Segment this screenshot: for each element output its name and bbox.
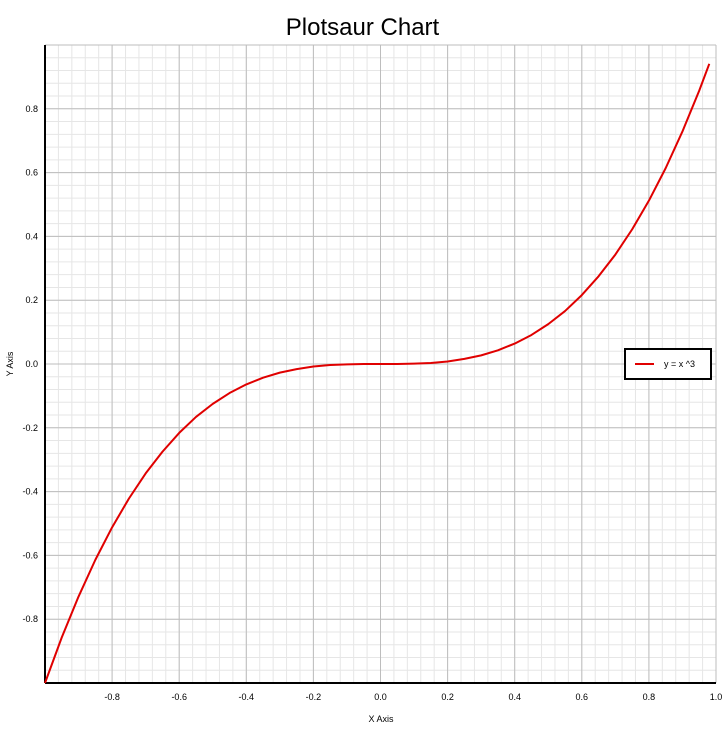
axes xyxy=(44,45,716,684)
y-tick-label: -0.8 xyxy=(22,614,38,624)
y-tick-label: 0.4 xyxy=(25,231,38,241)
x-tick-label: 0.2 xyxy=(441,692,454,702)
x-axis-label: X Axis xyxy=(368,714,394,724)
y-tick-label: -0.6 xyxy=(22,550,38,560)
y-tick-label: 0.2 xyxy=(25,295,38,305)
y-tick-label: 0.6 xyxy=(25,168,38,178)
x-tick-label: 1.0 xyxy=(710,692,723,702)
x-tick-label: -0.8 xyxy=(104,692,120,702)
x-axis-ticks: -0.8 -0.6 -0.4 -0.2 0.0 0.2 0.4 0.6 0.8 1.0 xyxy=(104,692,722,702)
x-tick-label: 0.4 xyxy=(508,692,521,702)
y-tick-label: -0.2 xyxy=(22,423,38,433)
chart-title: Plotsaur Chart xyxy=(285,14,440,41)
series-layer xyxy=(44,63,711,684)
x-tick-label: -0.6 xyxy=(171,692,187,702)
x-tick-label: -0.2 xyxy=(306,692,322,702)
y-axis-label: Y Axis xyxy=(5,351,15,376)
y-tick-label: -0.4 xyxy=(22,487,38,497)
legend: y = x ^3 xyxy=(624,348,712,380)
y-tick-label: 0.0 xyxy=(25,359,38,369)
y-axis-ticks: -0.8 -0.6 -0.4 -0.2 0.0 0.2 0.4 0.6 0.8 xyxy=(22,104,38,624)
x-tick-label: 0.0 xyxy=(374,692,387,702)
y-tick-label: 0.8 xyxy=(25,104,38,114)
series-line-0 xyxy=(44,63,711,684)
x-tick-label: 0.6 xyxy=(576,692,589,702)
x-tick-label: -0.4 xyxy=(239,692,255,702)
legend-label: y = x ^3 xyxy=(664,359,695,369)
x-tick-label: 0.8 xyxy=(643,692,656,702)
